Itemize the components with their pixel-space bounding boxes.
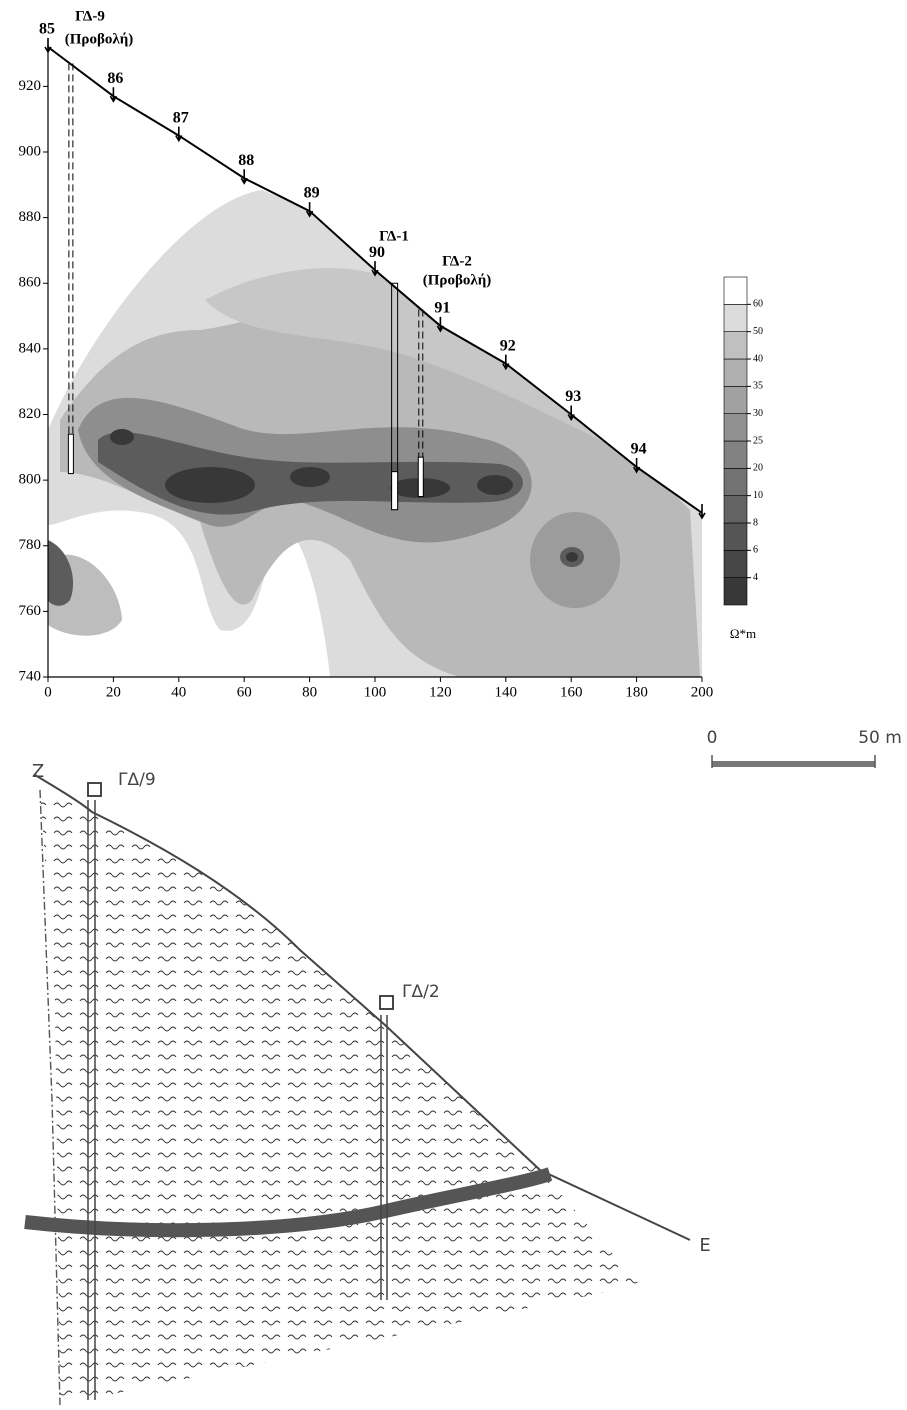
electrode-label: 85 xyxy=(39,21,55,38)
x-tick-label: 40 xyxy=(171,684,186,700)
electrode xyxy=(632,458,641,474)
electrode-label: 86 xyxy=(107,70,123,87)
electrode xyxy=(567,405,575,422)
electrode-label: 88 xyxy=(238,152,254,169)
colorbar-label: 10 xyxy=(753,490,763,501)
electrode-label: 92 xyxy=(500,337,516,354)
borehole-screen xyxy=(417,456,424,498)
electrode-label: 90 xyxy=(369,244,385,261)
colorbar-band xyxy=(723,276,748,305)
geological-section xyxy=(24,755,876,1406)
electrode-label: 91 xyxy=(434,300,450,317)
colorbar-band xyxy=(723,358,748,387)
y-tick-label: 740 xyxy=(19,668,42,684)
colorbar-label: 6 xyxy=(753,545,758,556)
colorbar-unit: Ω*m xyxy=(730,626,756,641)
y-tick-label: 860 xyxy=(19,275,42,291)
electrode-label: 89 xyxy=(304,185,320,202)
electrode xyxy=(44,38,52,54)
electrode-label: 94 xyxy=(631,441,647,458)
colorbar-band xyxy=(723,495,748,524)
y-tick-label: 920 xyxy=(19,78,42,94)
right-end-label: E xyxy=(699,1235,710,1256)
colorbar-label: 25 xyxy=(753,435,763,446)
sky-mask xyxy=(46,0,706,513)
colorbar-label: 35 xyxy=(753,381,763,392)
y-tick-label: 840 xyxy=(19,340,42,356)
colorbar-band xyxy=(723,413,748,442)
scale-start: 0 xyxy=(707,728,718,748)
y-tick-label: 880 xyxy=(19,209,42,225)
borehole-note: (Προβολή) xyxy=(423,272,491,288)
electrode-label: 93 xyxy=(565,388,581,405)
borehole-screen xyxy=(391,471,399,511)
borehole-label: ΓΔ-2 xyxy=(442,253,472,269)
x-tick-label: 120 xyxy=(429,684,452,700)
x-tick-label: 140 xyxy=(495,684,518,700)
colorbar-label: 60 xyxy=(753,299,763,310)
electrode xyxy=(240,169,248,185)
colorbar-band xyxy=(723,331,748,360)
electrode xyxy=(305,202,314,218)
x-tick-label: 160 xyxy=(560,684,583,700)
colorbar-band xyxy=(723,386,748,414)
electrode-label: 87 xyxy=(173,109,189,126)
x-tick-label: 60 xyxy=(237,684,252,700)
y-tick-label: 820 xyxy=(19,406,42,422)
x-tick-label: 180 xyxy=(625,684,648,700)
colorbar-label: 8 xyxy=(753,517,758,528)
borehole-label: ΓΔ-1 xyxy=(379,228,409,244)
y-tick-label: 800 xyxy=(19,472,42,488)
colorbar-band xyxy=(723,304,748,332)
colorbar-band xyxy=(723,440,748,469)
electrode xyxy=(698,503,706,520)
x-tick-label: 80 xyxy=(302,684,317,700)
borehole-label: ΓΔ-9 xyxy=(75,8,105,24)
borehole-label: ΓΔ/2 xyxy=(402,982,440,1002)
x-tick-label: 20 xyxy=(106,684,121,700)
colorbar-band xyxy=(723,550,748,578)
left-end-label: Z xyxy=(32,761,44,782)
colorbar-band xyxy=(723,468,748,496)
y-tick-label: 900 xyxy=(19,143,42,159)
x-tick-label: 0 xyxy=(44,684,52,700)
colorbar-label: 4 xyxy=(753,572,758,583)
colorbar-band xyxy=(723,577,748,606)
borehole-note: (Προβολή) xyxy=(65,31,133,47)
colorbar-label: 40 xyxy=(753,353,763,364)
borehole-label: ΓΔ/9 xyxy=(118,770,156,790)
electrode xyxy=(109,87,118,103)
borehole-screen xyxy=(67,433,74,475)
y-tick-label: 760 xyxy=(19,603,42,619)
y-tick-label: 780 xyxy=(19,537,42,553)
colorbar-label: 50 xyxy=(753,326,763,337)
colorbar-label: 20 xyxy=(753,463,763,474)
electrode xyxy=(436,316,445,333)
electrode xyxy=(371,261,379,277)
x-tick-label: 100 xyxy=(364,684,387,700)
electrode xyxy=(175,126,183,143)
scale-end: 50 m xyxy=(858,728,902,748)
colorbar-label: 30 xyxy=(753,408,763,419)
electrode xyxy=(502,354,510,371)
colorbar-band xyxy=(723,522,748,551)
x-tick-label: 200 xyxy=(691,684,714,700)
